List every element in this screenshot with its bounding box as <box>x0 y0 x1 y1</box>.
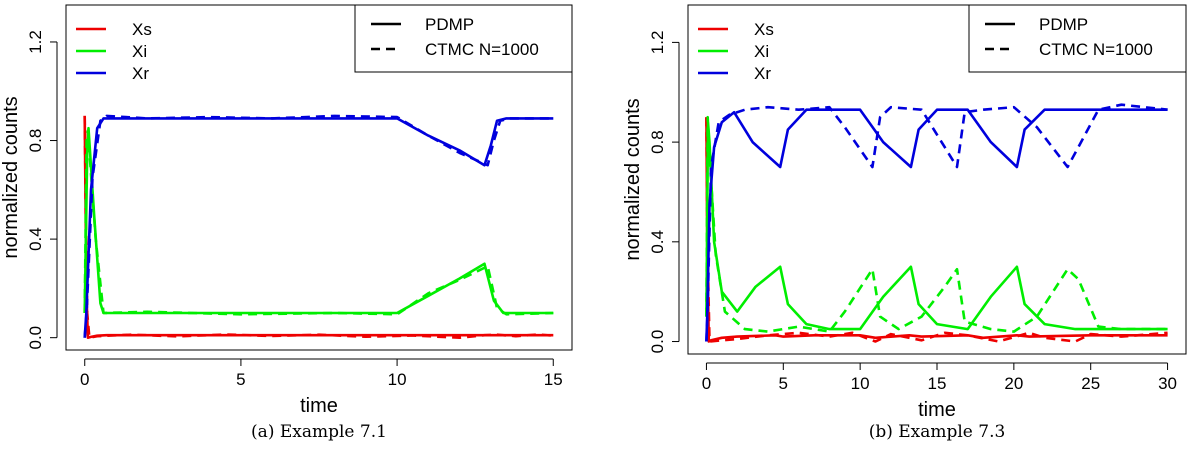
legend-label-xs: Xs <box>754 20 774 39</box>
figure-caption: (b) Example 7.3 <box>869 422 1006 442</box>
legend-model: PDMP CTMC N=1000 <box>968 4 1187 73</box>
x-tick-label: 5 <box>236 370 245 389</box>
legend-label-pdmp: PDMP <box>425 15 474 34</box>
series-line-xs-pdmp <box>83 115 554 340</box>
y-axis-title: normalized counts <box>0 96 22 258</box>
x-tick-label: 10 <box>388 370 407 389</box>
series-line-xr-pdmp <box>705 108 1168 342</box>
legend-label-xr: Xr <box>132 64 149 83</box>
plot-frame <box>65 4 573 351</box>
chart-panel-2: 0 5 10 15 20 25 30 0.0 0.4 0.8 1.2 time normalized c… <box>622 4 1187 442</box>
legend-model-box <box>968 4 1187 73</box>
legend-label-ctmc: CTMC N=1000 <box>425 40 539 59</box>
y-tick-label: 1.2 <box>648 31 667 55</box>
legend-model: PDMP CTMC N=1000 <box>354 4 573 73</box>
legend-label-xi: Xi <box>754 42 769 61</box>
x-tick-label: 5 <box>779 374 788 393</box>
series-line-xr-ctmc <box>83 114 554 338</box>
series-line-xi-pdmp <box>83 126 554 315</box>
series-line-xr-pdmp <box>83 117 554 338</box>
legend-label-ctmc: CTMC N=1000 <box>1039 40 1153 59</box>
x-tick-label: 25 <box>1081 374 1100 393</box>
series-line-xi-pdmp <box>705 120 1168 331</box>
y-tick-label: 0.8 <box>26 129 45 153</box>
legend-label-pdmp: PDMP <box>1039 15 1088 34</box>
y-tick-label: 1.2 <box>26 30 45 54</box>
chart-panel-1: 0 5 10 15 0.0 0.4 0.8 1.2 time normalized counts X… <box>0 4 573 442</box>
legend-label-xi: Xi <box>132 42 147 61</box>
legend-label-xs: Xs <box>132 20 152 39</box>
series-line-xs-ctmc <box>83 115 554 340</box>
x-tick-label: 0 <box>702 374 711 393</box>
x-tick-label: 15 <box>544 370 563 389</box>
x-tick-label: 30 <box>1158 374 1177 393</box>
x-tick-label: 20 <box>1004 374 1023 393</box>
y-tick-label: 0.0 <box>648 330 667 354</box>
legend-species: Xs Xi Xr <box>698 20 774 83</box>
legend-label-xr: Xr <box>754 64 771 83</box>
legend-model-box <box>354 4 573 73</box>
series-line-xr-ctmc <box>705 103 1168 342</box>
y-tick-label: 0.4 <box>648 230 667 254</box>
x-tick-label: 0 <box>80 370 89 389</box>
series-line-xi-ctmc <box>83 129 554 316</box>
figure-caption: (a) Example 7.1 <box>251 422 387 442</box>
series-line-xs-pdmp <box>705 117 1168 343</box>
x-axis-title: time <box>300 395 338 417</box>
y-tick-label: 0.0 <box>26 326 45 350</box>
legend-species: Xs Xi Xr <box>76 20 152 83</box>
x-tick-label: 15 <box>928 374 947 393</box>
series-line-xi-ctmc <box>705 115 1168 333</box>
plot-frame <box>687 4 1187 355</box>
y-axis-title: normalized counts <box>622 98 644 260</box>
y-tick-label: 0.4 <box>26 227 45 251</box>
y-tick-label: 0.8 <box>648 130 667 154</box>
series-line-xs-ctmc <box>705 117 1168 343</box>
x-tick-label: 10 <box>851 374 870 393</box>
x-axis-title: time <box>918 399 956 421</box>
